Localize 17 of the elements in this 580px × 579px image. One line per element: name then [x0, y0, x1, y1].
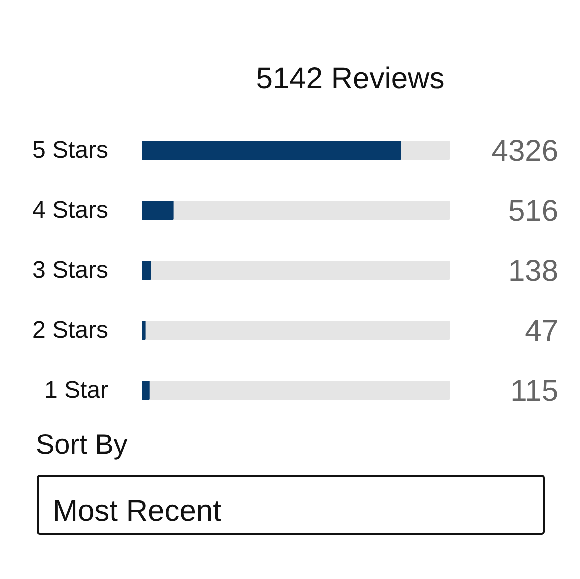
y-tick-label: 1 Star [44, 377, 109, 404]
data-label: 138 [508, 255, 559, 288]
y-tick-label: 4 Stars [32, 197, 108, 224]
y-tick-label: 5 Stars [32, 137, 108, 164]
text: Sort By [36, 428, 128, 462]
data-label: 115 [510, 375, 558, 408]
bar [142, 321, 146, 340]
text: Most Recent [53, 494, 222, 530]
bar [142, 201, 174, 220]
y-tick-label: 3 Stars [32, 257, 108, 284]
bar [142, 381, 150, 400]
data-label: 47 [525, 315, 559, 348]
bar [142, 261, 152, 280]
y-tick-label: 2 Stars [32, 317, 108, 344]
chart-title: 5142 Reviews [256, 62, 445, 96]
data-label: 516 [508, 195, 559, 228]
data-label: 4326 [492, 135, 559, 168]
